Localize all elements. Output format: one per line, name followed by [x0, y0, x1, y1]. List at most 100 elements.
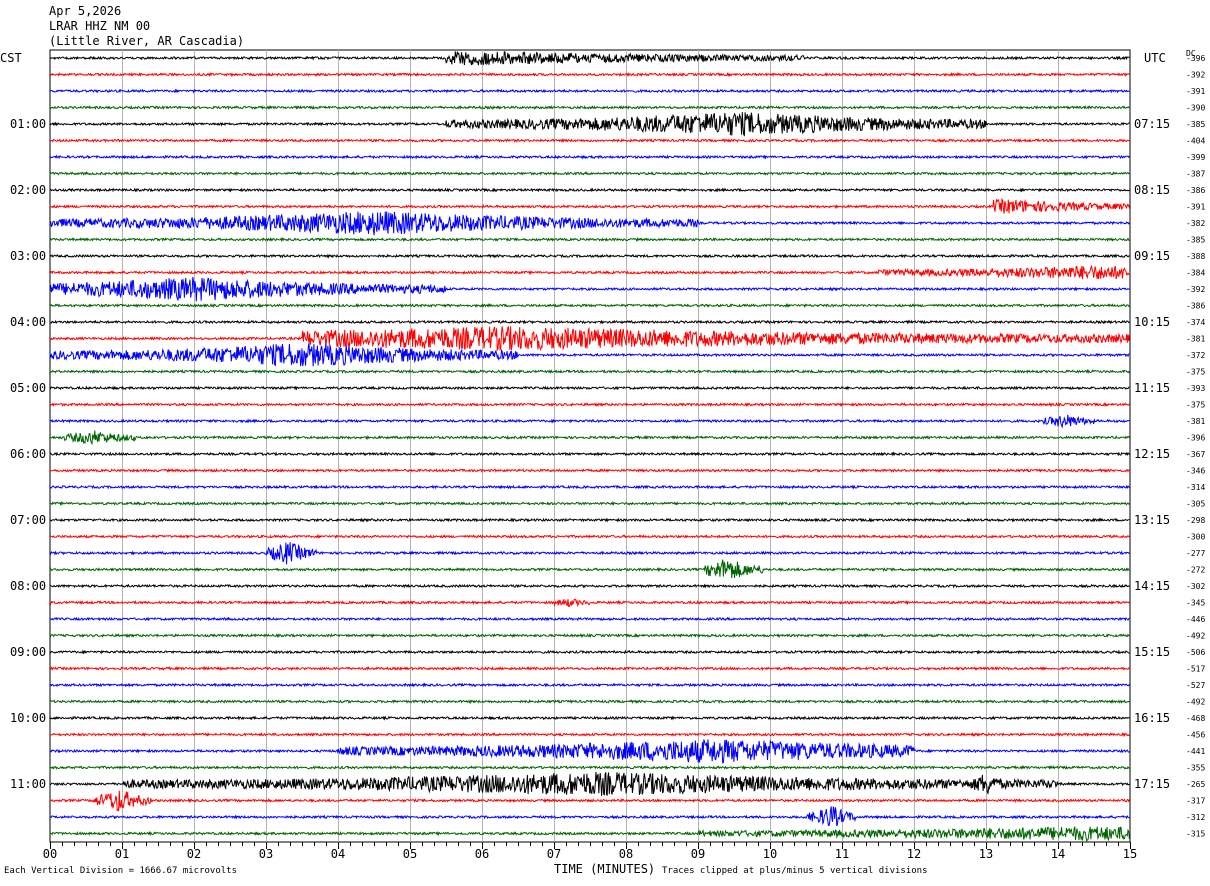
dc-offset-label: -302	[1186, 582, 1205, 591]
cst-hour-label: 11:00	[10, 777, 46, 791]
dc-offset-label: -345	[1186, 599, 1205, 608]
left-timezone-label: CST	[0, 51, 22, 65]
seismic-trace	[49, 542, 1130, 565]
x-tick-label: 03	[259, 847, 273, 861]
utc-hour-label: 11:15	[1134, 381, 1170, 395]
seismic-trace	[49, 104, 1130, 111]
seismic-trace	[50, 71, 1130, 78]
dc-offset-label: -314	[1186, 483, 1205, 492]
dc-offset-label: -404	[1186, 137, 1205, 146]
seismic-trace	[49, 633, 1130, 639]
utc-hour-label: 10:15	[1134, 315, 1170, 329]
utc-hour-label: 12:15	[1134, 447, 1170, 461]
x-tick-label: 09	[691, 847, 705, 861]
dc-offset-label: -446	[1186, 615, 1205, 624]
dc-offset-label: -396	[1186, 54, 1205, 63]
seismic-trace	[49, 616, 1130, 622]
dc-offset-label: -355	[1186, 764, 1205, 773]
plot-frame	[49, 49, 1131, 843]
seismic-trace	[49, 276, 1130, 302]
cst-hour-label: 08:00	[10, 579, 46, 593]
seismic-trace	[49, 197, 1130, 214]
dc-offset-label: -385	[1186, 236, 1205, 245]
seismic-trace	[49, 368, 1130, 375]
dc-offset-label: -387	[1186, 170, 1205, 179]
cst-hour-label: 06:00	[10, 447, 46, 461]
seismic-trace	[49, 414, 1130, 429]
dc-offset-label: -441	[1186, 747, 1205, 756]
seismic-trace	[49, 649, 1130, 655]
dc-offset-label: -317	[1186, 797, 1205, 806]
seismic-trace	[49, 484, 1130, 490]
utc-hour-label: 09:15	[1134, 249, 1170, 263]
station-label: LRAR HHZ NM 00	[49, 19, 151, 33]
right-timezone-label: UTC	[1144, 51, 1166, 65]
dc-offset-label: -381	[1186, 335, 1205, 344]
dc-offset-label: -399	[1186, 153, 1205, 162]
seismic-trace	[49, 790, 1130, 812]
seismic-trace	[49, 187, 1130, 193]
seismic-trace	[49, 137, 1130, 144]
seismic-trace	[49, 698, 1130, 705]
seismic-trace	[49, 302, 1130, 309]
cst-hour-label: 05:00	[10, 381, 46, 395]
dc-offset-label: -300	[1186, 533, 1205, 542]
seismic-trace	[49, 211, 1130, 236]
dc-offset-label: -375	[1186, 401, 1205, 410]
cst-hour-label: 10:00	[10, 711, 46, 725]
seismic-trace	[49, 253, 1130, 259]
cst-hour-label: 04:00	[10, 315, 46, 329]
dc-offset-label: -392	[1186, 285, 1205, 294]
seismic-trace	[49, 739, 1130, 764]
dc-offset-label: -372	[1186, 351, 1205, 360]
dc-offset-label: -386	[1186, 302, 1205, 311]
x-tick-label: 06	[475, 847, 489, 861]
seismic-trace	[49, 385, 1130, 391]
cst-hour-label: 07:00	[10, 513, 46, 527]
dc-offset-label: -391	[1186, 203, 1205, 212]
seismic-trace	[49, 732, 1130, 737]
utc-hour-label: 17:15	[1134, 777, 1170, 791]
x-tick-label: 00	[43, 847, 57, 861]
dc-offset-label: -492	[1186, 698, 1205, 707]
utc-hour-label: 13:15	[1134, 513, 1170, 527]
dc-offset-label: -346	[1186, 467, 1205, 476]
seismic-trace	[49, 517, 1130, 523]
x-tick-label: 12	[907, 847, 921, 861]
x-tick-label: 15	[1123, 847, 1137, 861]
dc-offset-label: -456	[1186, 731, 1205, 740]
dc-offset-label: -375	[1186, 368, 1205, 377]
seismic-trace	[49, 682, 1130, 688]
x-tick-label: 01	[115, 847, 129, 861]
dc-offset-label: -265	[1186, 780, 1205, 789]
seismic-trace	[49, 559, 1130, 579]
dc-offset-label: -305	[1186, 500, 1205, 509]
dc-offset-label: -381	[1186, 417, 1205, 426]
cst-hour-label: 02:00	[10, 183, 46, 197]
cst-hour-label: 03:00	[10, 249, 46, 263]
x-tick-label: 13	[979, 847, 993, 861]
cst-hour-label: 01:00	[10, 117, 46, 131]
seismic-trace	[49, 826, 1130, 843]
seismic-trace	[49, 467, 1130, 474]
seismic-trace	[49, 112, 1130, 137]
seismic-trace	[49, 598, 1130, 608]
x-axis-label: TIME (MINUTES)	[554, 862, 656, 876]
x-tick-label: 10	[763, 847, 777, 861]
x-tick-label: 14	[1051, 847, 1065, 861]
seismic-trace	[50, 319, 1130, 325]
seismic-trace	[50, 583, 1130, 589]
seismic-trace	[49, 806, 1130, 827]
dc-offset-label: -517	[1186, 665, 1205, 674]
seismic-trace	[49, 771, 1130, 797]
seismic-trace	[49, 665, 1130, 672]
seismic-trace	[49, 154, 1130, 160]
utc-hour-label: 08:15	[1134, 183, 1170, 197]
scale-note: Each Vertical Division = 1666.67 microvo…	[4, 866, 237, 876]
dc-offset-label: -393	[1186, 384, 1205, 393]
seismic-trace	[49, 451, 1130, 457]
dc-offset-label: -527	[1186, 681, 1205, 690]
dc-offset-label: -277	[1186, 549, 1205, 558]
dc-offset-label: -382	[1186, 219, 1205, 228]
